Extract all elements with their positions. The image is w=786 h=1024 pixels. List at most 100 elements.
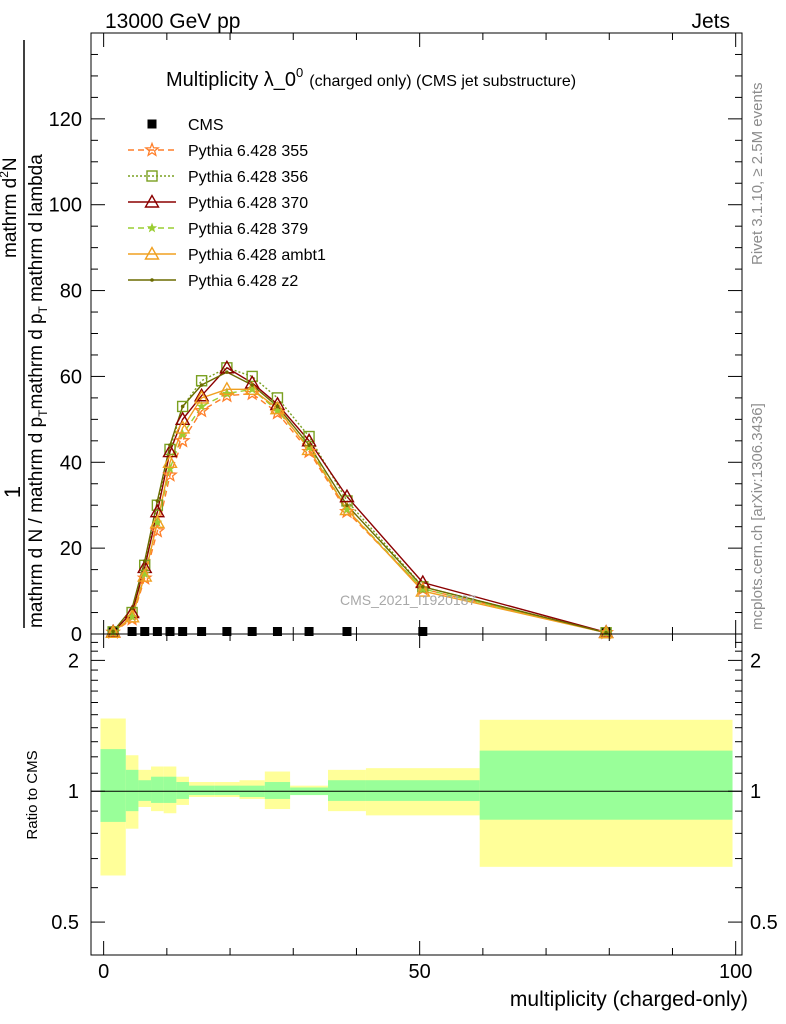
series-point-5 [174, 420, 191, 434]
legend-marker [144, 246, 160, 260]
series-point-4 [196, 401, 207, 411]
cms-point [304, 627, 314, 636]
series-line-3 [112, 366, 607, 633]
ratio-plot: 0.5 0.5 1 1 2 2 0 50 100 Ratio to CMS multiplici… [24, 633, 778, 1011]
series-point-6 [199, 383, 204, 387]
y-label-num-n: N [0, 157, 21, 171]
legend-entry: Pythia 6.428 z2 [128, 273, 298, 290]
y-label-numerator-one: 1 [0, 486, 25, 498]
chart-title: Multiplicity λ_00 (charged only) (CMS jet… [166, 65, 576, 91]
legend-marker [146, 170, 158, 182]
ratio-y-tick-label: 0.5 [51, 912, 79, 934]
y-label-den-a: mathrm d N / mathrm d p [26, 417, 47, 628]
header-right: Jets [691, 10, 730, 33]
stat-uncertainty-band [125, 769, 139, 812]
series-point-5 [244, 381, 260, 396]
stat-uncertainty-band [365, 780, 480, 801]
cms-point [165, 627, 175, 636]
cms-point [342, 627, 352, 636]
stat-uncertainty-band [328, 780, 366, 801]
legend: CMS Pythia 6.428 355 Pythia 6.428 356 Pythi… [128, 117, 326, 290]
series-point-5 [105, 624, 121, 638]
series-point-5 [149, 514, 166, 529]
ratio-bands [100, 718, 733, 876]
ratio-y-tick-label-right: 2 [750, 650, 761, 672]
ratio-plot-frame [90, 633, 743, 956]
series-point-6 [345, 503, 349, 508]
series-point-6 [155, 499, 160, 503]
cms-point [178, 627, 188, 636]
y-tick-label: 40 [60, 452, 82, 474]
legend-label: CMS [188, 117, 224, 134]
cms-point [272, 627, 282, 636]
series-line-5 [112, 388, 607, 634]
stat-uncertainty-band [479, 750, 733, 820]
cms-point [222, 627, 232, 636]
legend-label: Pythia 6.428 356 [188, 169, 308, 186]
series-point-6 [225, 370, 229, 374]
series-point-1 [162, 466, 178, 482]
cms-point [197, 627, 207, 636]
y-label-den-b: mathrm d p [26, 313, 47, 409]
ratio-y-tick-label: 2 [68, 650, 79, 672]
stat-uncertainty-band [163, 776, 177, 803]
legend-entry: Pythia 6.428 355 [128, 141, 308, 160]
series-point-6 [180, 404, 185, 409]
series-point-5 [162, 454, 178, 468]
y-tick-label: 0 [71, 624, 82, 646]
y-tick-label: 20 [60, 538, 82, 560]
series-point-6 [168, 443, 172, 447]
legend-marker [144, 194, 160, 208]
y-tick-label: 120 [49, 109, 82, 131]
ratio-y-tick-label-right: 0.5 [750, 912, 778, 934]
series-point-3 [193, 387, 210, 402]
ratio-y-tick-label: 1 [68, 781, 79, 803]
series-point-6 [250, 383, 254, 387]
series-point-3 [174, 411, 191, 426]
cms-point [418, 627, 428, 636]
series-point-5 [415, 583, 431, 597]
series-point-5 [219, 381, 235, 396]
series-point-1 [193, 402, 210, 418]
series-point-4 [272, 405, 283, 416]
series-point-5 [193, 389, 210, 404]
series-point-2 [417, 581, 429, 593]
legend-label: Pythia 6.428 z2 [188, 273, 298, 290]
legend-label: Pythia 6.428 355 [188, 143, 308, 160]
legend-entry: Pythia 6.428 379 [128, 221, 308, 238]
stat-uncertainty-band [151, 776, 164, 803]
y-label-numerator: mathrm d2N [0, 157, 21, 258]
ratio-axis-ticks [91, 634, 742, 955]
y-label-den-sub1: T [36, 409, 50, 417]
mcplots-label: mcplots.cern.ch [arXiv:1306.3436] [749, 403, 766, 630]
stat-uncertainty-band [138, 780, 152, 801]
main-axis-ticks [91, 32, 742, 635]
y-label-den-c: mathrm d lambda [26, 154, 47, 302]
legend-entry: Pythia 6.428 370 [128, 194, 308, 212]
y-label-den-sub2: T [36, 305, 50, 313]
y-label-num-sup: 2 [0, 171, 11, 178]
series-markers [105, 359, 615, 640]
series-point-1 [149, 522, 166, 538]
cms-point [140, 627, 150, 636]
series-point-1 [174, 432, 191, 448]
chart-title-sup: 0 [296, 65, 303, 80]
series-point-5 [339, 501, 355, 516]
stat-uncertainty-band [100, 749, 126, 822]
x-axis-label: multiplicity (charged-only) [510, 988, 748, 1011]
main-y-label: 1 mathrm d2N mathrm d N / mathrm d pTmat… [0, 40, 50, 628]
ratio-y-label: Ratio to CMS [24, 750, 41, 839]
stat-uncertainty-band [214, 785, 240, 796]
ratio-y-tick-label-right: 1 [750, 781, 761, 803]
series-point-5 [301, 441, 317, 456]
series-point-6 [111, 629, 115, 634]
series-line-6 [112, 371, 607, 634]
y-tick-label: 60 [60, 366, 82, 388]
ratio-tick-labels: 0.5 0.5 1 1 2 2 0 50 100 [51, 650, 778, 983]
legend-entry: Pythia 6.428 ambt1 [128, 246, 326, 264]
stat-uncertainty-band [176, 782, 189, 799]
legend-label: Pythia 6.428 ambt1 [188, 247, 326, 264]
rivet-label: Rivet 3.1.10, ≥ 2.5M events [749, 83, 766, 266]
